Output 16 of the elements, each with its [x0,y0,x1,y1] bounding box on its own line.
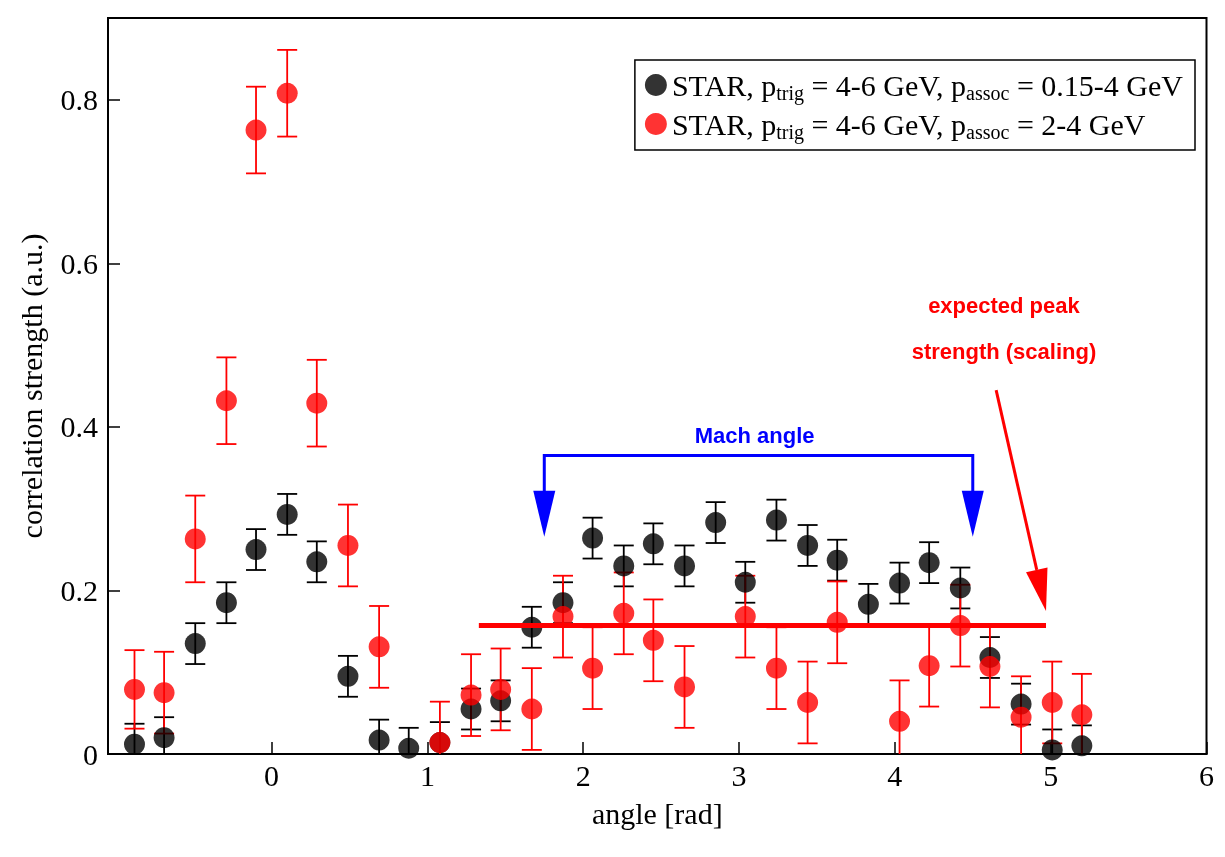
x-tick-label: 1 [419,758,435,792]
y-tick-label: 0.4 [60,410,98,444]
y-axis-title: correlation strength (a.u.) [14,233,49,539]
x-tick-label: 2 [575,758,591,792]
x-tick-label: 5 [1043,758,1059,792]
annotation: expected peak strength (scaling) [911,293,1097,365]
y-tick-label: 0 [83,737,98,771]
x-tick-label: 4 [887,758,903,792]
x-tick-label: 0 [264,758,280,792]
y-tick-label: 0.2 [60,573,98,607]
x-tick-label: 3 [731,758,747,792]
y-tick-label: 0.8 [60,83,98,117]
x-axis-title: angle [rad] [591,796,723,830]
y-tick-label: 0.6 [60,246,98,280]
annotation: Mach angle [694,422,815,448]
x-tick-label: 6 [1199,758,1214,792]
